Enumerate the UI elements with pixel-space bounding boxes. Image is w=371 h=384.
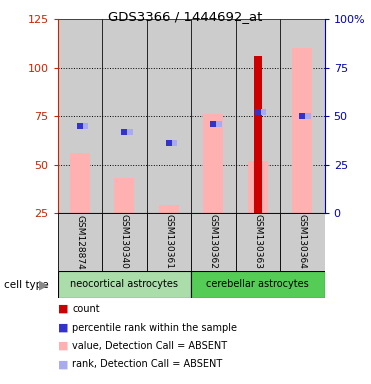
Bar [236, 213, 280, 271]
Text: rank, Detection Call = ABSENT: rank, Detection Call = ABSENT [72, 359, 223, 369]
Text: neocortical astrocytes: neocortical astrocytes [70, 279, 178, 289]
Bar [147, 19, 191, 213]
Bar [58, 19, 102, 213]
Text: GSM130364: GSM130364 [298, 215, 307, 269]
Bar [203, 114, 223, 213]
Text: cell type: cell type [4, 280, 48, 290]
Bar [280, 213, 325, 271]
Text: ▶: ▶ [39, 279, 49, 292]
Bar [280, 19, 325, 213]
Text: ■: ■ [58, 341, 68, 351]
Bar [102, 213, 147, 271]
Text: ■: ■ [58, 304, 68, 314]
Text: cerebellar astrocytes: cerebellar astrocytes [207, 279, 309, 289]
Bar [254, 56, 262, 213]
Bar [102, 19, 147, 213]
Text: ■: ■ [58, 359, 68, 369]
Bar [147, 213, 191, 271]
Text: percentile rank within the sample: percentile rank within the sample [72, 323, 237, 333]
Bar [114, 178, 134, 213]
Text: value, Detection Call = ABSENT: value, Detection Call = ABSENT [72, 341, 227, 351]
Bar [58, 271, 191, 298]
Bar [70, 153, 90, 213]
Text: GSM130363: GSM130363 [253, 214, 262, 270]
Bar [248, 161, 268, 213]
Bar [159, 205, 179, 213]
Text: GDS3366 / 1444692_at: GDS3366 / 1444692_at [108, 10, 263, 23]
Text: GSM130362: GSM130362 [209, 215, 218, 269]
Text: GSM128874: GSM128874 [75, 215, 84, 269]
Bar [191, 213, 236, 271]
Bar [191, 271, 325, 298]
Text: count: count [72, 304, 100, 314]
Text: GSM130340: GSM130340 [120, 215, 129, 269]
Text: GSM130361: GSM130361 [164, 214, 173, 270]
Text: ■: ■ [58, 323, 68, 333]
Bar [191, 19, 236, 213]
Bar [292, 48, 312, 213]
Bar [236, 19, 280, 213]
Bar [58, 213, 102, 271]
